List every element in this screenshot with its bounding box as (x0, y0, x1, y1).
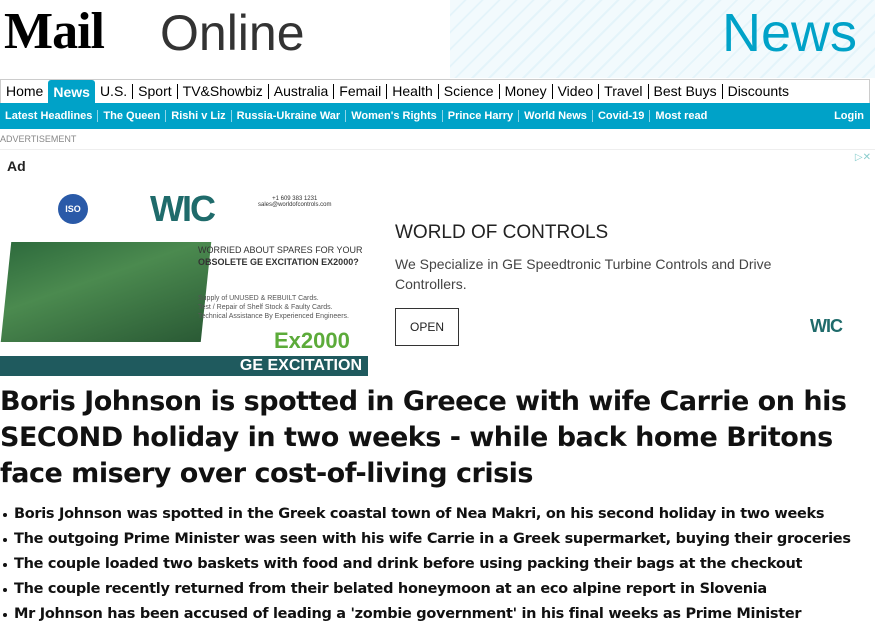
subnav-item-women-s-rights[interactable]: Women's Rights (346, 110, 443, 122)
nav-item-u-s-[interactable]: U.S. (95, 84, 134, 99)
primary-nav: Home News U.S. Sport TV&Showbiz Australia Fema… (0, 79, 870, 104)
nav-item-australia[interactable]: Australia (269, 84, 335, 99)
nav-item-home[interactable]: Home (6, 83, 44, 99)
ad-small-logo: WIC (810, 316, 843, 336)
masthead-decoration (450, 0, 875, 78)
nav-item-sport[interactable]: Sport (133, 84, 178, 99)
nav-item-money[interactable]: Money (500, 84, 553, 99)
nav-item-travel[interactable]: Travel (599, 84, 649, 99)
iso-badge: ISO (58, 194, 88, 224)
woc-logo: WIC (150, 188, 216, 229)
ad-tag: Ad (7, 158, 26, 174)
ad-open-button[interactable]: OPEN (395, 308, 459, 346)
contact-info: +1 609 383 1231 sales@worldofcontrols.co… (258, 196, 332, 208)
ad-supply-text: Supply of UNUSED & REBUILT Cards. Test / … (198, 295, 349, 320)
subnav-item-world-news[interactable]: World News (519, 110, 593, 122)
bullet-item: The couple loaded two baskets with food … (0, 552, 875, 577)
bullet-item: Mr Johnson has been accused of leading a… (0, 602, 875, 627)
site-logo-online[interactable]: Online (160, 5, 305, 61)
nav-item-science[interactable]: Science (439, 84, 500, 99)
nav-item-health[interactable]: Health (387, 84, 439, 99)
ad-close-icon[interactable]: ▷✕ (854, 152, 871, 163)
nav-item-femail[interactable]: Femail (334, 84, 388, 99)
subnav-item-the-queen[interactable]: The Queen (98, 110, 167, 122)
nav-item-best-buys[interactable]: Best Buys (649, 84, 723, 99)
ad-description: We Specialize in GE Speedtronic Turbine … (395, 256, 772, 292)
nav-item-news[interactable]: News (48, 79, 95, 104)
article-headline: Boris Johnson is spotted in Greece with … (0, 386, 847, 489)
nav-item-discounts[interactable]: Discounts (727, 83, 790, 99)
subnav-item-rishi-v-liz[interactable]: Rishi v Liz (166, 110, 232, 122)
bullet-item: The couple recently returned from their … (0, 577, 875, 602)
ad-tagline: WORRIED ABOUT SPARES FOR YOUR OBSOLETE GE… (198, 245, 363, 267)
ad-model: Ex2000 (274, 328, 350, 353)
secondary-nav: Latest Headlines The Queen Rishi v Liz Russ… (0, 103, 870, 129)
section-title: News (721, 3, 857, 63)
subnav-item-covid-19[interactable]: Covid-19 (593, 110, 651, 122)
article-bullets: Boris Johnson was spotted in the Greek c… (0, 502, 875, 627)
ad-product-bar: GE EXCITATION (0, 356, 368, 376)
subnav-item-prince-harry[interactable]: Prince Harry (443, 110, 520, 122)
nav-item-tv-showbiz[interactable]: TV&Showbiz (178, 84, 269, 99)
subnav-item-most-read[interactable]: Most read (655, 110, 708, 122)
site-logo[interactable]: Mail (4, 3, 105, 60)
advertisement[interactable]: Ad ▷✕ ISO WIC +1 609 383 1231 sales@worl… (0, 149, 875, 376)
ad-title[interactable]: WORLD OF CONTROLS (395, 222, 609, 243)
ad-banner-image[interactable]: ISO WIC +1 609 383 1231 sales@worldofcon… (0, 182, 368, 376)
bullet-item: The outgoing Prime Minister was seen wit… (0, 527, 875, 552)
subnav-item-latest-headlines[interactable]: Latest Headlines (0, 110, 99, 122)
advertisement-label: ADVERTISEMENT (0, 134, 77, 144)
circuit-board-image (0, 242, 212, 342)
nav-item-video[interactable]: Video (553, 84, 600, 99)
masthead: Mail Online News (0, 0, 875, 78)
subnav-item-russia-ukraine-war[interactable]: Russia-Ukraine War (232, 110, 347, 122)
login-link[interactable]: Login (834, 110, 864, 122)
bullet-item: Boris Johnson was spotted in the Greek c… (0, 502, 875, 527)
